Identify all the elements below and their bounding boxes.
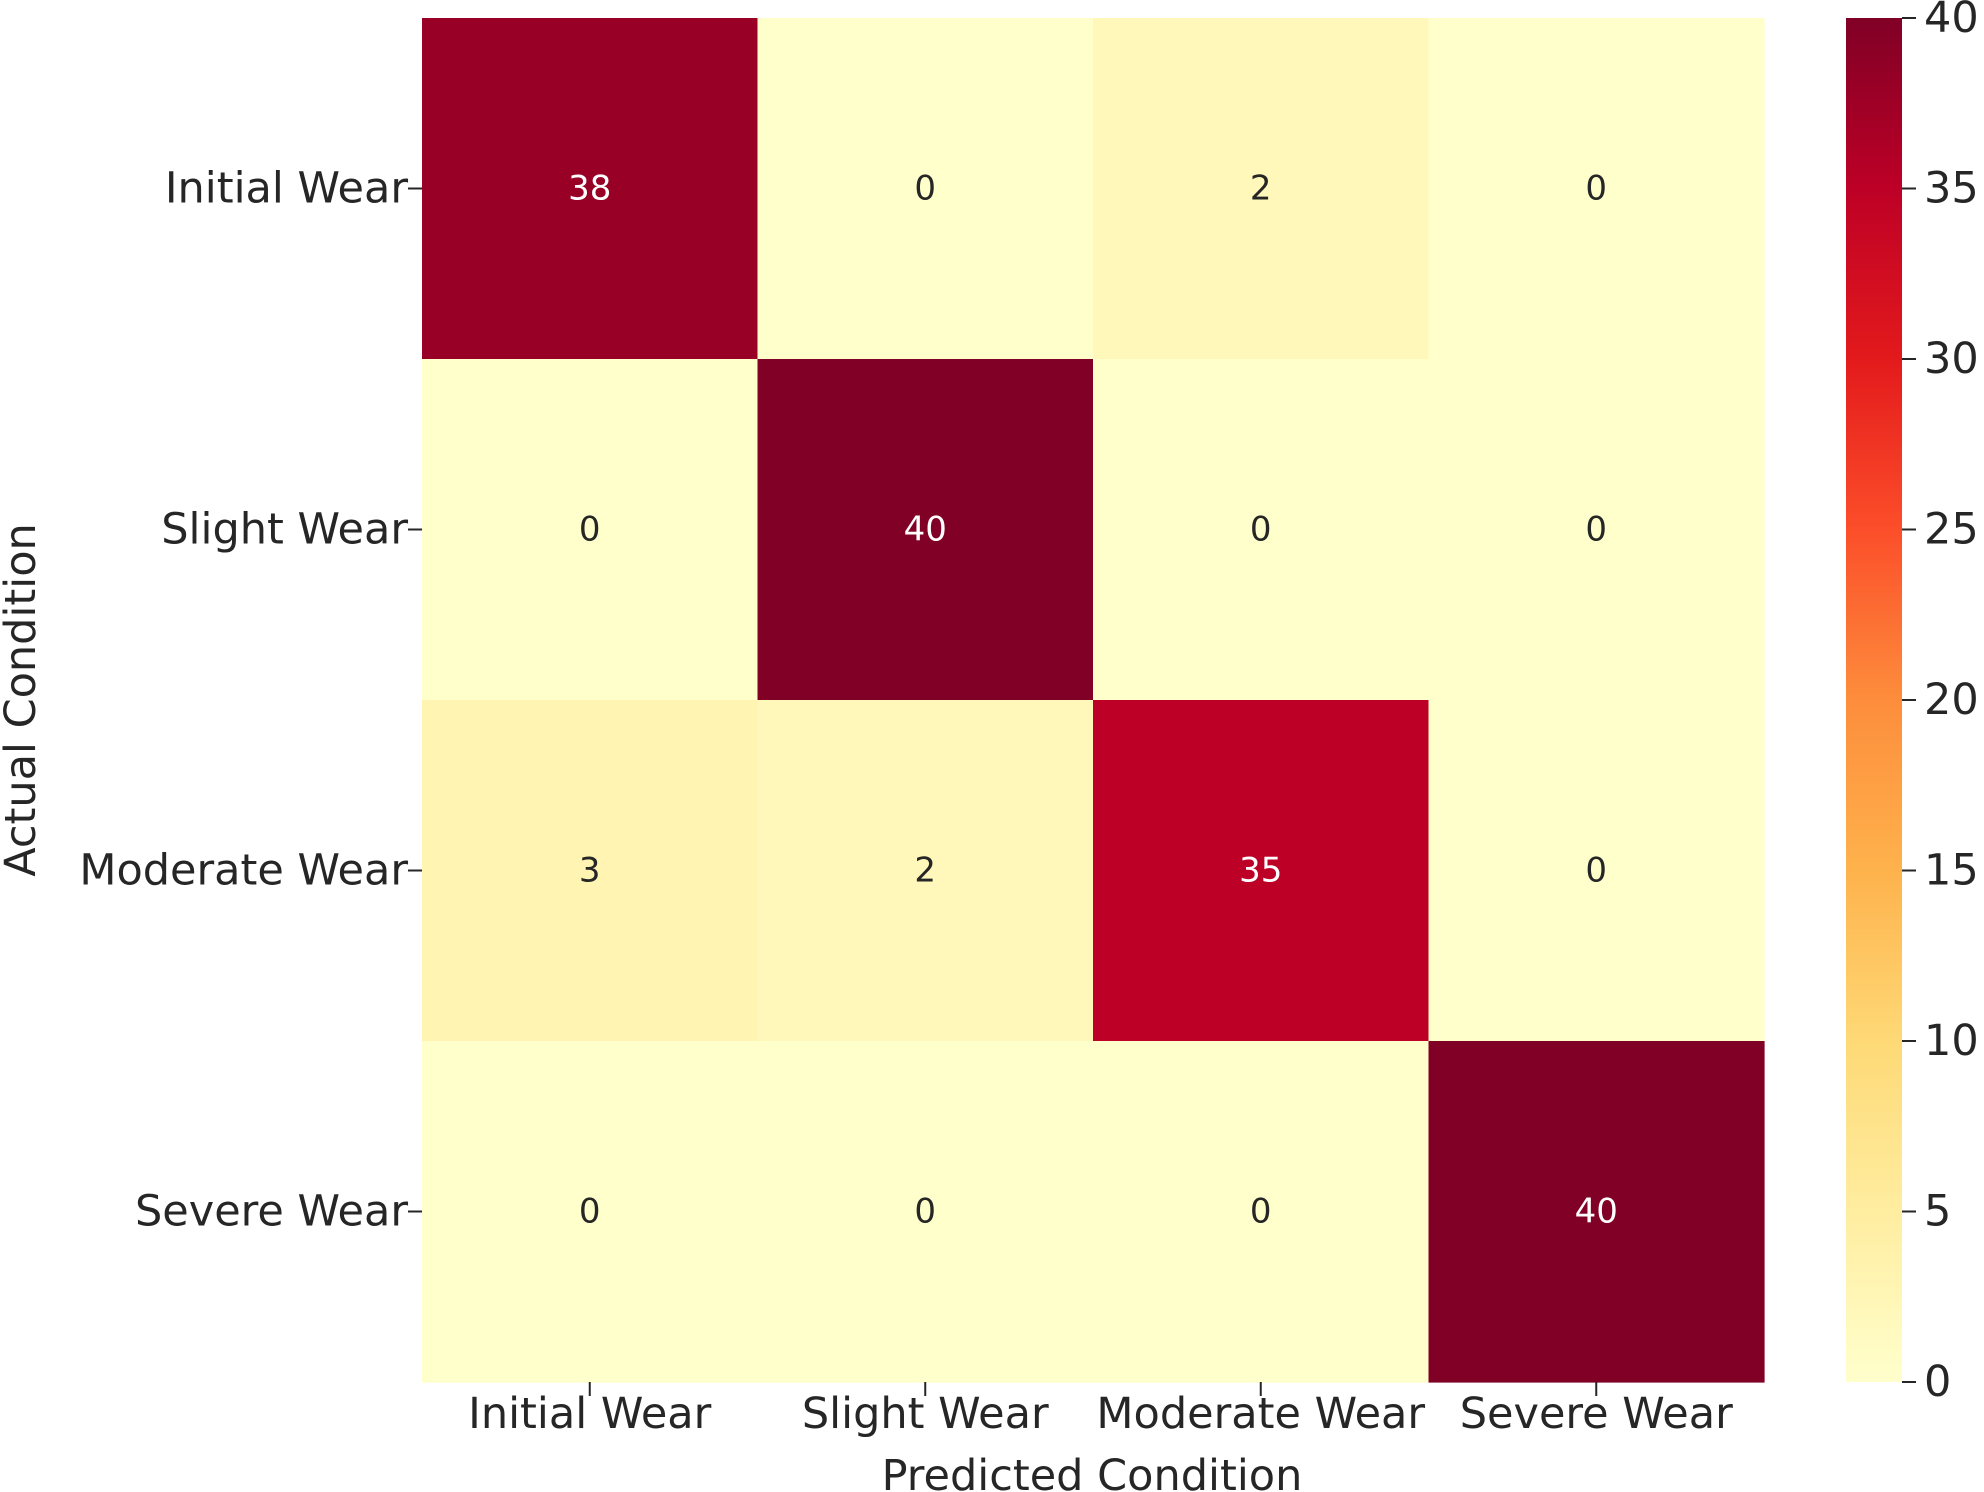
heatmap-cell	[1093, 700, 1430, 1042]
heatmap-cell	[757, 359, 1094, 701]
cell-value-label: 2	[914, 851, 936, 891]
heatmap-cell	[1093, 1041, 1430, 1383]
cell-value-label: 2	[1250, 169, 1272, 209]
y-tick-label: Severe Wear	[135, 1187, 408, 1237]
x-axis-label: Predicted Condition	[882, 1451, 1303, 1492]
cell-value-label: 38	[568, 169, 611, 209]
colorbar-tick-label: 0	[1924, 1357, 1951, 1407]
heatmap-cell	[1428, 1041, 1765, 1383]
heatmap-cell	[422, 18, 759, 360]
colorbar-tick-label: 35	[1924, 164, 1979, 214]
y-tick-label: Moderate Wear	[79, 846, 408, 896]
heatmap-cell	[757, 18, 1094, 360]
colorbar-tick-label: 5	[1924, 1187, 1951, 1237]
colorbar-tick-label: 40	[1924, 0, 1979, 43]
cell-value-label: 0	[1250, 510, 1272, 550]
y-tick-label: Slight Wear	[161, 505, 408, 555]
y-axis: Initial Wear Slight Wear Moderate Wear Seve…	[79, 164, 422, 1237]
x-tick-label: Severe Wear	[1460, 1389, 1733, 1439]
cell-value-label: 3	[579, 851, 601, 891]
y-tick-label: Initial Wear	[165, 164, 408, 214]
heatmap-cell	[422, 1041, 759, 1383]
heatmap-cell	[1093, 18, 1430, 360]
colorbar-tick-label: 10	[1924, 1016, 1979, 1066]
x-tick-label: Initial Wear	[468, 1389, 711, 1439]
cell-value-label: 40	[1575, 1192, 1618, 1232]
x-tick-label: Slight Wear	[802, 1389, 1049, 1439]
colorbar-ticks: 0 5 10 15 20 25 30 35 40	[1902, 0, 1979, 1407]
cell-value-label: 0	[1585, 851, 1607, 891]
cell-value-label: 40	[904, 510, 947, 550]
colorbar-tick-label: 15	[1924, 846, 1979, 896]
cell-value-label: 0	[914, 169, 936, 209]
heatmap-cell	[1428, 18, 1765, 360]
cell-value-label: 0	[579, 510, 601, 550]
x-axis: Initial Wear Slight Wear Moderate Wear Seve…	[468, 1382, 1733, 1439]
cell-value-label: 0	[1585, 510, 1607, 550]
cell-annotations: 38 0 2 0 0 40 0 0 3 2 35 0 0 0 0 40	[568, 169, 1618, 1232]
heatmap-cell	[422, 700, 759, 1042]
cell-value-label: 0	[1250, 1192, 1272, 1232]
y-axis-label: Actual Condition	[0, 523, 46, 877]
heatmap-cell	[1428, 359, 1765, 701]
heatmap-cell	[1093, 359, 1430, 701]
colorbar-tick-label: 20	[1924, 675, 1979, 725]
colorbar-scale	[1846, 18, 1902, 1382]
heatmap-cell	[422, 359, 759, 701]
colorbar-tick-label: 25	[1924, 505, 1979, 555]
cell-value-label: 0	[914, 1192, 936, 1232]
heatmap-cell	[757, 700, 1094, 1042]
colorbar: 0 5 10 15 20 25 30 35 40	[1846, 0, 1979, 1407]
heatmap-cell	[1428, 700, 1765, 1042]
cell-value-label: 0	[579, 1192, 601, 1232]
cell-value-label: 35	[1239, 851, 1282, 891]
colorbar-tick-label: 30	[1924, 334, 1979, 384]
x-tick-label: Moderate Wear	[1096, 1389, 1425, 1439]
heatmap-cell	[757, 1041, 1094, 1383]
cell-value-label: 0	[1585, 169, 1607, 209]
heatmap-cells	[422, 18, 1765, 1383]
